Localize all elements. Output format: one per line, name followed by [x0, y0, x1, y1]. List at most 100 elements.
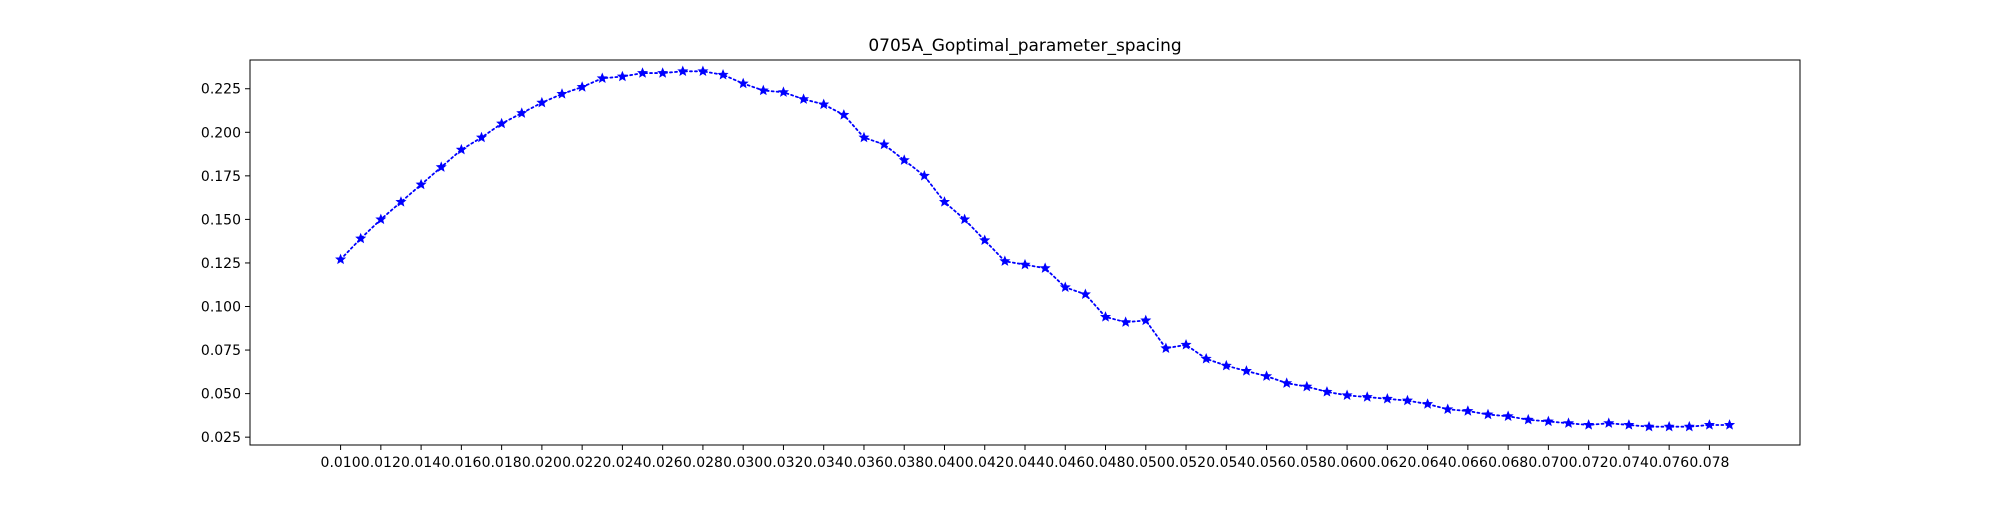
- data-point-star: [657, 67, 669, 78]
- y-tick-label: 0.200: [201, 125, 241, 141]
- data-point-star: [1261, 370, 1273, 381]
- data-point-star: [576, 81, 588, 92]
- data-point-star: [475, 131, 488, 143]
- x-tick-label: 0.030: [723, 455, 763, 471]
- data-point-star: [898, 154, 910, 165]
- data-point-star: [1663, 420, 1675, 432]
- data-point-star: [496, 117, 508, 129]
- data-point-star: [355, 232, 367, 244]
- data-point-star: [1281, 377, 1293, 388]
- x-tick-label: 0.052: [1166, 455, 1206, 471]
- x-tick-label: 0.062: [1367, 455, 1407, 471]
- data-point-star: [777, 86, 789, 97]
- data-point-star: [1603, 417, 1615, 428]
- data-point-star: [979, 234, 991, 246]
- series-line: [339, 70, 1731, 428]
- x-tick-label: 0.032: [763, 455, 803, 471]
- data-point-star: [596, 72, 608, 83]
- y-tick-label: 0.075: [201, 343, 241, 359]
- data-point-star: [959, 213, 971, 225]
- data-point-star: [757, 84, 769, 96]
- chart-title: 0705A_Goptimal_parameter_spacing: [868, 36, 1181, 56]
- y-tick-label: 0.100: [201, 300, 241, 316]
- data-point-star: [1381, 393, 1393, 404]
- data-point-star: [1643, 420, 1655, 432]
- data-point-star: [1240, 365, 1252, 376]
- data-point-star: [999, 255, 1011, 266]
- data-point-star: [1482, 408, 1494, 420]
- data-point-star: [1321, 386, 1333, 397]
- x-tick-label: 0.066: [1448, 455, 1488, 471]
- data-point-star: [838, 109, 850, 120]
- data-point-star: [858, 131, 870, 143]
- data-point-star: [1401, 394, 1413, 406]
- data-point-star: [375, 213, 387, 225]
- x-tick-label: 0.044: [1005, 455, 1045, 471]
- data-point-star: [1200, 352, 1212, 364]
- data-point-star: [536, 96, 548, 108]
- data-point-star: [637, 67, 649, 78]
- y-axis: 0.025 0.050 0.075 0.100 0.125 0.150 0.175 0.200…: [201, 82, 250, 446]
- data-point-star: [1462, 405, 1474, 416]
- data-point-star: [1120, 316, 1132, 327]
- x-tick-label: 0.040: [924, 455, 964, 471]
- data-point-star: [717, 69, 729, 80]
- data-point-star: [1301, 380, 1313, 392]
- data-point-star: [1683, 420, 1695, 432]
- data-point-star: [1039, 262, 1051, 273]
- data-point-star: [878, 138, 890, 150]
- y-tick-label: 0.175: [201, 169, 241, 185]
- data-point-star: [516, 107, 528, 118]
- data-point-star: [1422, 398, 1434, 409]
- data-point-star: [556, 88, 568, 99]
- data-point-star: [435, 161, 447, 172]
- x-tick-label: 0.072: [1569, 455, 1609, 471]
- x-tick-label: 0.020: [522, 455, 562, 471]
- data-point-star: [335, 253, 347, 265]
- data-point-star: [1522, 413, 1534, 425]
- x-tick-label: 0.026: [643, 455, 683, 471]
- data-point-star: [1160, 342, 1172, 354]
- data-point-star: [616, 70, 628, 82]
- x-tick-label: 0.028: [683, 455, 723, 471]
- plot-area-frame: [249, 59, 1801, 446]
- x-tick-label: 0.064: [1408, 455, 1448, 471]
- data-point-star: [1502, 410, 1514, 421]
- y-tick-label: 0.025: [201, 430, 241, 446]
- data-point-star: [798, 93, 810, 104]
- data-point-star: [938, 196, 951, 207]
- x-tick-label: 0.016: [441, 455, 481, 471]
- x-tick-label: 0.050: [1126, 455, 1166, 471]
- x-tick-label: 0.014: [401, 455, 441, 471]
- x-tick-label: 0.074: [1609, 455, 1649, 471]
- data-point-star: [1180, 339, 1192, 350]
- data-point-star: [1220, 359, 1232, 371]
- x-tick-label: 0.034: [804, 455, 844, 471]
- data-point-star: [1442, 403, 1454, 414]
- x-tick-label: 0.012: [361, 455, 401, 471]
- x-tick-label: 0.022: [562, 455, 602, 471]
- data-point-star: [918, 170, 930, 181]
- data-point-star: [1361, 391, 1373, 402]
- data-point-star: [1019, 258, 1031, 270]
- x-tick-label: 0.046: [1045, 455, 1085, 471]
- data-point-star: [677, 65, 689, 77]
- data-point-star: [1583, 419, 1595, 430]
- x-tick-label: 0.038: [884, 455, 924, 471]
- data-point-star: [1542, 415, 1554, 427]
- data-point-star: [1079, 288, 1091, 300]
- data-point-star: [737, 77, 749, 89]
- data-point-star: [1099, 311, 1112, 322]
- x-tick-label: 0.048: [1085, 455, 1125, 471]
- x-tick-label: 0.058: [1287, 455, 1327, 471]
- data-point-star: [1703, 419, 1715, 430]
- x-axis: 0.010 0.012 0.014 0.016 0.018 0.020 0.022 0.024…: [321, 445, 1729, 471]
- y-tick-label: 0.225: [201, 82, 241, 98]
- data-point-star: [818, 98, 830, 110]
- y-tick-label: 0.150: [201, 212, 241, 228]
- data-point-star: [415, 178, 427, 190]
- data-point-star: [1059, 281, 1071, 293]
- x-tick-label: 0.024: [602, 455, 642, 471]
